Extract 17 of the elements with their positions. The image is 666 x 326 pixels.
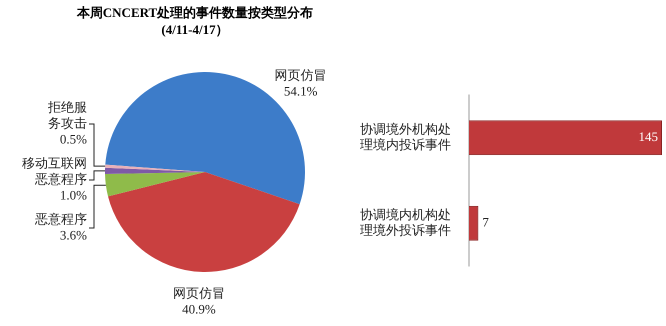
- slice-label: 恶意程序: [34, 211, 87, 226]
- slice-label: 拒绝服务攻击: [47, 99, 87, 130]
- data-label: 1.0%: [60, 187, 88, 202]
- y-tick-label: 协调境内机构处理境外投诉事件: [360, 206, 451, 238]
- slice-label: 恶意程序: [34, 171, 87, 186]
- data-label: 0.5%: [60, 131, 88, 146]
- y-tick-label: 协调境外机构处理境内投诉事件: [360, 121, 451, 152]
- data-label: 7: [482, 214, 490, 230]
- slice-label: 网页仿冒: [172, 285, 225, 300]
- chart-title: 本周CNCERT处理的事件数量按类型分布: [76, 4, 314, 22]
- data-label: 54.1%: [284, 83, 318, 98]
- data-label: 3.6%: [60, 227, 88, 242]
- data-label: 40.9%: [182, 301, 216, 316]
- data-label: 145: [638, 129, 658, 144]
- category-label: 移动互联网: [22, 155, 87, 170]
- slice-label: 网页仿冒: [274, 67, 327, 82]
- chart-subtitle: (4/11-4/17）: [160, 21, 230, 39]
